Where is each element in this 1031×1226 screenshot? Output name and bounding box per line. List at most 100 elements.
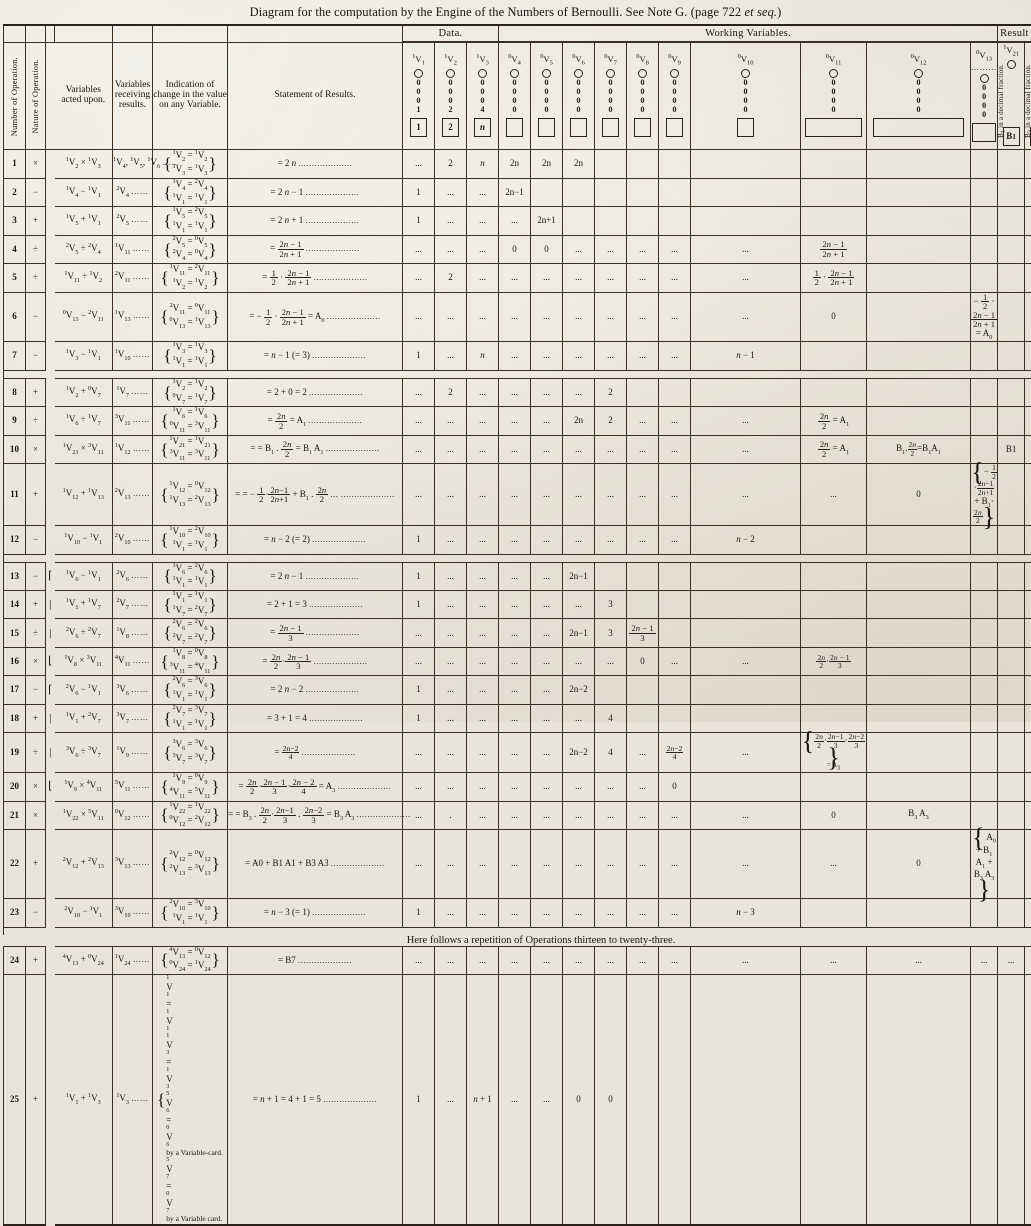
dial-circle-icon xyxy=(478,69,487,78)
variable-value-cell: ... xyxy=(499,975,531,1225)
variable-value-cell xyxy=(1025,150,1031,178)
variable-value-cell: ... xyxy=(563,704,595,732)
statement-of-results: = 2 n .................... xyxy=(228,150,403,178)
variable-value-cell: ... xyxy=(403,407,435,435)
variable-value-cell xyxy=(1025,464,1031,526)
variable-value-cell xyxy=(867,378,971,406)
group-brace xyxy=(46,150,55,178)
operation-number: 3 xyxy=(4,207,26,235)
variable-value-cell: ... xyxy=(403,292,435,342)
variables-receiving-results: 2V13 …… xyxy=(113,464,153,526)
operation-symbol: − xyxy=(26,292,46,342)
variable-value-cell: ... xyxy=(627,773,659,801)
variable-value-cell xyxy=(801,526,867,554)
variable-value-cell: 4 xyxy=(595,704,627,732)
variable-value-cell xyxy=(691,207,801,235)
variable-value-cell: ... xyxy=(467,946,499,974)
group-brace xyxy=(46,975,55,1225)
variable-value-cell: 2n xyxy=(563,150,595,178)
variable-value-cell xyxy=(595,178,627,206)
variable-value-cell: ... xyxy=(627,342,659,370)
variable-value-cell xyxy=(563,207,595,235)
variable-value-cell: ... xyxy=(435,407,467,435)
variable-value-cell xyxy=(867,773,971,801)
variable-value-cell: ... xyxy=(499,647,531,675)
variable-value-cell: ... xyxy=(435,207,467,235)
operation-number: 8 xyxy=(4,378,26,406)
variables-acted-upon: 1V12 + 1V13 xyxy=(55,464,113,526)
variable-value-cell: ... xyxy=(627,292,659,342)
variable-value-cell xyxy=(1025,773,1031,801)
variable-value-cell xyxy=(998,207,1025,235)
variable-value-cell: ... xyxy=(499,619,531,647)
variables-receiving-results: 1V12 …… xyxy=(113,435,153,463)
statement-of-results: = n − 1 (= 3) .................... xyxy=(228,342,403,370)
variable-value-cell: n − 2 xyxy=(691,526,801,554)
variable-value-cell xyxy=(595,150,627,178)
variables-acted-upon: 1V1 + 1V7 xyxy=(55,591,113,619)
variable-value-cell xyxy=(1025,235,1031,263)
variable-value-cell xyxy=(691,676,801,704)
variable-value-cell: ... xyxy=(435,464,467,526)
variable-value-cell xyxy=(1025,676,1031,704)
variable-value-cell xyxy=(867,619,971,647)
operation-number: 6 xyxy=(4,292,26,342)
operation-number: 1 xyxy=(4,150,26,178)
row-gap xyxy=(4,927,1031,935)
variable-value-cell xyxy=(998,704,1025,732)
operation-symbol: + xyxy=(26,704,46,732)
statement-of-results: = 2 n − 1 .................... xyxy=(228,562,403,590)
variable-value-cell: ... xyxy=(801,464,867,526)
variable-value-cell: ... xyxy=(499,733,531,773)
variable-value-cell: ... xyxy=(691,235,801,263)
variables-receiving-results: 2V7 …… xyxy=(113,591,153,619)
column-header-row: Number of Operation. Nature of Operation… xyxy=(4,43,1031,150)
variable-value-cell xyxy=(801,676,867,704)
variable-value-cell: 4 xyxy=(595,733,627,773)
variable-value-cell: 0 xyxy=(531,235,563,263)
variable-value-cell: ... xyxy=(595,264,627,292)
variable-value-cell: ... xyxy=(499,704,531,732)
dial-circle-icon xyxy=(510,69,519,78)
variable-value-cell xyxy=(998,975,1025,1225)
variable-value-cell: 1 xyxy=(403,704,435,732)
variable-value-cell xyxy=(659,619,691,647)
variable-value-cell xyxy=(801,773,867,801)
variable-value-cell: ... xyxy=(627,264,659,292)
variable-value-cell: ... xyxy=(467,435,499,463)
variable-value-cell: ... xyxy=(691,264,801,292)
group-header-result: Result Variables. xyxy=(998,25,1031,42)
variables-receiving-results: 3V13 …… xyxy=(113,829,153,898)
variable-value-cell xyxy=(1025,975,1031,1225)
variable-value-cell: ... xyxy=(499,292,531,342)
variable-value-cell: ... xyxy=(563,647,595,675)
variable-value-cell: 1 xyxy=(403,899,435,927)
variable-value-cell: ... xyxy=(627,435,659,463)
variable-value-cell xyxy=(867,342,971,370)
variable-value-cell xyxy=(691,619,801,647)
variable-value-cell xyxy=(998,342,1025,370)
variable-value-cell: ... xyxy=(531,829,563,898)
variable-value-cell: ... xyxy=(563,235,595,263)
variable-value-cell: 1 xyxy=(403,562,435,590)
variable-value-cell xyxy=(627,975,659,1225)
variable-value-cell xyxy=(971,562,998,590)
variable-value-cell xyxy=(971,178,998,206)
variables-receiving-results: 5V11 …… xyxy=(113,773,153,801)
group-brace xyxy=(46,801,55,829)
variable-value-cell: ... xyxy=(531,407,563,435)
